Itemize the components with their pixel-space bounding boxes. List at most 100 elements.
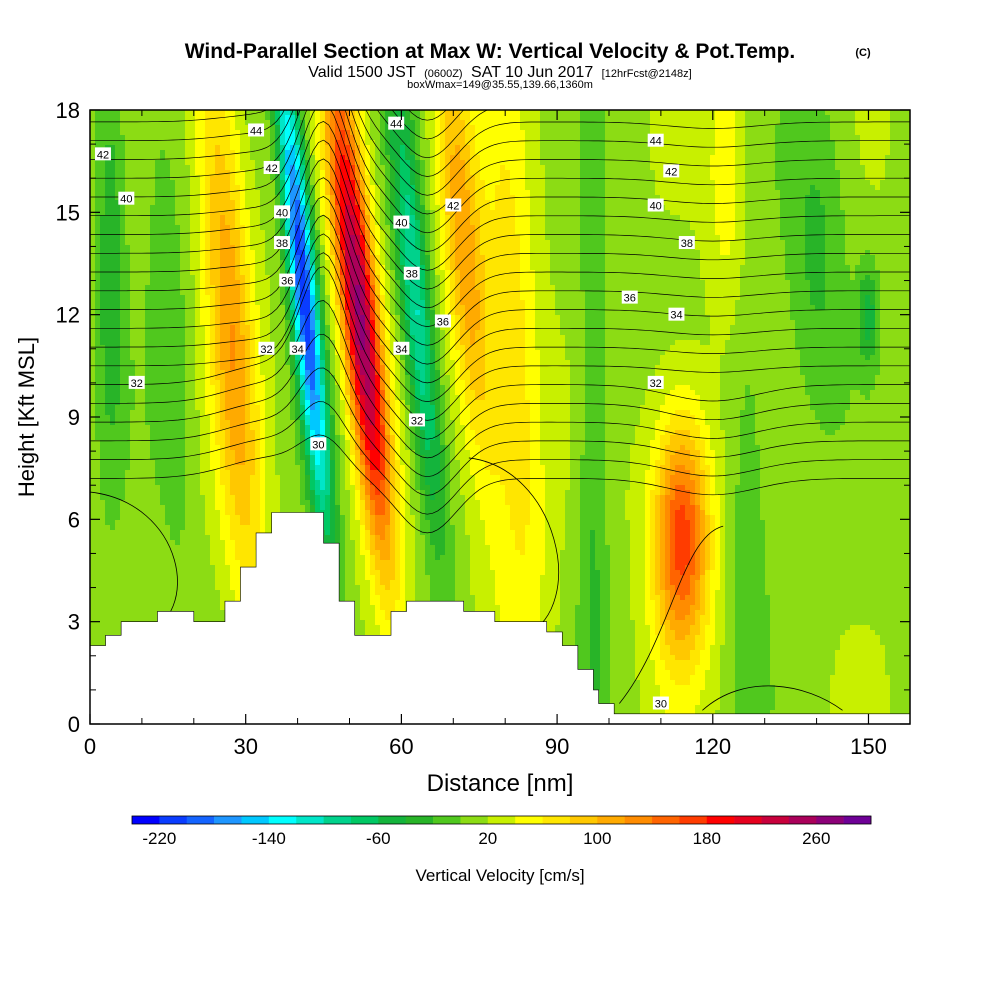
contour-label: 38 <box>679 236 695 250</box>
contour-label: 42 <box>445 199 461 213</box>
colorbar: -220 -140 -60 20 100 180 260 <box>132 816 871 848</box>
contour-label-text: 36 <box>437 316 449 328</box>
colorbar-swatch <box>187 816 215 824</box>
cross-section-chart: Wind-Parallel Section at Max W: Vertical… <box>0 0 1000 1000</box>
contour-label-text: 40 <box>650 201 662 213</box>
colorbar-label: Vertical Velocity [cm/s] <box>415 866 584 885</box>
x-tick-label: 60 <box>389 734 413 759</box>
x-tick-label: 90 <box>545 734 569 759</box>
contour-label-text: 36 <box>281 276 293 288</box>
colorbar-swatch <box>433 816 461 824</box>
colorbar-swatch <box>570 816 598 824</box>
contour-label-text: 44 <box>250 125 262 137</box>
contour-label-text: 38 <box>681 238 693 250</box>
x-tick-label: 150 <box>850 734 887 759</box>
contour-label-text: 32 <box>131 378 143 390</box>
colorbar-swatch <box>543 816 571 824</box>
contour-label-text: 40 <box>120 194 132 206</box>
contour-label-text: 40 <box>276 207 288 219</box>
contour-label-text: 36 <box>624 293 636 305</box>
y-tick-label: 18 <box>56 98 80 123</box>
contour-label: 44 <box>248 123 264 137</box>
y-tick-label: 6 <box>68 507 80 532</box>
y-tick-label: 15 <box>56 200 80 225</box>
theta-contour-line <box>90 0 910 26</box>
colorbar-tick-label: -220 <box>142 829 176 848</box>
colorbar-swatch <box>625 816 653 824</box>
contour-label-text: 32 <box>411 415 423 427</box>
contour-label: 38 <box>404 267 420 281</box>
contour-label: 34 <box>668 308 684 322</box>
contour-label-text: 42 <box>266 163 278 175</box>
colorbar-tick-label: -60 <box>366 829 391 848</box>
contour-label-text: 30 <box>312 439 324 451</box>
colorbar-tick-label: 100 <box>583 829 611 848</box>
colorbar-swatch <box>132 816 160 824</box>
colorbar-swatch <box>378 816 406 824</box>
colorbar-swatch <box>241 816 269 824</box>
colorbar-swatch <box>269 816 297 824</box>
copyright-mark: (C) <box>855 47 871 59</box>
contour-label: 40 <box>118 192 134 206</box>
y-axis-label: Height [Kft MSL] <box>14 337 39 497</box>
contour-label: 40 <box>393 216 409 230</box>
x-tick-label: 120 <box>694 734 731 759</box>
y-tick-label: 12 <box>56 303 80 328</box>
contour-label-text: 44 <box>390 119 402 131</box>
colorbar-swatch <box>159 816 187 824</box>
contour-label: 36 <box>622 291 638 305</box>
contour-label: 32 <box>129 376 145 390</box>
contour-label: 30 <box>310 437 326 451</box>
contour-label: 44 <box>648 134 664 148</box>
contour-label: 34 <box>290 342 306 356</box>
colorbar-tick-label: 180 <box>693 829 721 848</box>
x-tick-label: 30 <box>233 734 257 759</box>
contour-label: 40 <box>648 199 664 213</box>
contour-label: 32 <box>258 342 274 356</box>
contour-label-text: 32 <box>260 344 272 356</box>
contour-label: 32 <box>648 376 664 390</box>
colorbar-swatch <box>652 816 680 824</box>
contour-label-text: 34 <box>291 344 303 356</box>
x-tick-label: 0 <box>84 734 96 759</box>
colorbar-swatch <box>734 816 762 824</box>
contour-label: 38 <box>274 236 290 250</box>
colorbar-swatch <box>679 816 707 824</box>
contour-label-text: 44 <box>650 136 662 148</box>
contour-label: 42 <box>95 147 111 161</box>
contour-label: 32 <box>409 413 425 427</box>
contour-label: 30 <box>653 697 669 711</box>
box-info: boxWmax=149@35.55,139.66,1360m <box>407 79 593 91</box>
chart-title: Wind-Parallel Section at Max W: Vertical… <box>185 40 796 63</box>
colorbar-swatch <box>597 816 625 824</box>
contour-label: 34 <box>393 342 409 356</box>
colorbar-swatch <box>816 816 844 824</box>
y-tick-label: 9 <box>68 405 80 430</box>
contour-label: 36 <box>279 274 295 288</box>
contour-label: 36 <box>435 314 451 328</box>
contour-label-text: 42 <box>447 201 459 213</box>
contour-label-text: 34 <box>395 344 407 356</box>
contour-label-text: 30 <box>655 699 667 711</box>
colorbar-swatch <box>515 816 543 824</box>
contour-label: 42 <box>663 164 679 178</box>
colorbar-tick-label: -140 <box>252 829 286 848</box>
contour-label-text: 32 <box>650 378 662 390</box>
colorbar-swatch <box>789 816 817 824</box>
colorbar-swatch <box>406 816 434 824</box>
colorbar-swatch <box>351 816 379 824</box>
colorbar-tick-label: 260 <box>802 829 830 848</box>
colorbar-swatch <box>460 816 488 824</box>
x-axis-label: Distance [nm] <box>427 770 574 797</box>
colorbar-swatch <box>214 816 242 824</box>
theta-contour-line <box>90 0 910 8</box>
colorbar-swatch <box>488 816 516 824</box>
theta-contour-line <box>90 0 910 45</box>
colorbar-swatch <box>844 816 872 824</box>
y-tick-label: 3 <box>68 610 80 635</box>
subtitle-valid: Valid 1500 JST <box>308 64 416 81</box>
colorbar-swatch <box>324 816 352 824</box>
contour-label-text: 42 <box>665 166 677 178</box>
subtitle-forecast: [12hrFcst@2148z] <box>602 68 692 80</box>
colorbar-tick-label: 20 <box>478 829 497 848</box>
